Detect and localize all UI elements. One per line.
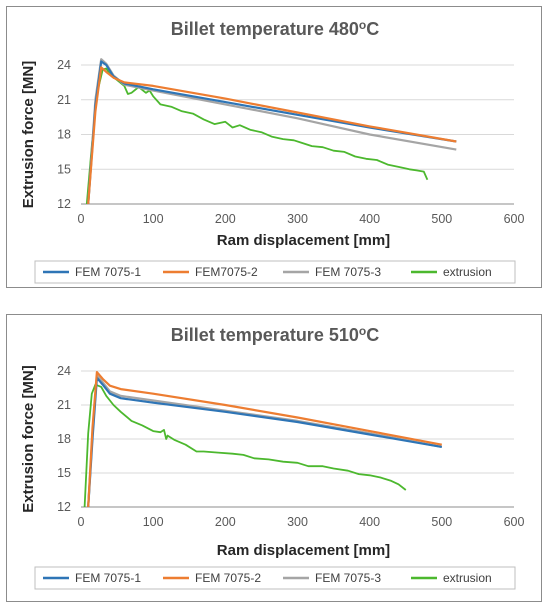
x-tick-label: 600 (504, 212, 525, 226)
chart-510: Billet temperature 510oC 12 15 18 21 24 0 100 20… (20, 324, 525, 590)
legend-label-fem1: FEM 7075-1 (75, 571, 141, 585)
x-tick-label: 300 (287, 212, 308, 226)
series-line-fem3 (87, 374, 443, 507)
legend-label-fem2: FEM7075-2 (195, 265, 258, 279)
x-tick-label: 0 (78, 515, 85, 529)
x-tick-label: 100 (143, 212, 164, 226)
series-line-fem2 (87, 66, 457, 204)
legend-label-fem1: FEM 7075-1 (75, 265, 141, 279)
series-line-extrusion (83, 383, 407, 507)
legend-box (34, 260, 516, 284)
series-line-fem2 (87, 370, 443, 507)
y-tick-label: 12 (57, 500, 71, 514)
legend-label-fem3: FEM 7075-3 (315, 265, 381, 279)
chart-title: Billet temperature 480oC (171, 18, 379, 39)
y-tick-label: 12 (57, 197, 71, 211)
x-axis-label: Ram displacement [mm] (217, 232, 390, 249)
chart-title: Billet temperature 510oC (171, 324, 379, 345)
x-tick-label: 300 (287, 515, 308, 529)
y-axis-label: Extrusion force [MN] (20, 365, 37, 513)
y-tick-label: 21 (57, 93, 71, 107)
y-tick-label: 18 (57, 128, 71, 142)
x-axis-label: Ram displacement [mm] (217, 542, 390, 559)
x-tick-label: 200 (215, 515, 236, 529)
legend-label-fem3: FEM 7075-3 (315, 571, 381, 585)
x-tick-label: 500 (431, 212, 452, 226)
legend-label-extrusion: extrusion (443, 571, 492, 585)
x-tick-label: 500 (431, 515, 452, 529)
y-tick-label: 24 (57, 364, 71, 378)
x-tick-label: 400 (359, 515, 380, 529)
y-tick-label: 18 (57, 432, 71, 446)
y-axis-label: Extrusion force [MN] (20, 61, 37, 209)
chart-panel-510: Billet temperature 510oC 12 15 18 21 24 0 100 20… (6, 314, 542, 602)
x-tick-label: 600 (504, 515, 525, 529)
x-tick-label: 200 (215, 212, 236, 226)
y-tick-label: 15 (57, 466, 71, 480)
chart-480: Billet temperature 480oC 12 15 18 21 24 0 100 20… (20, 18, 525, 284)
series-line-fem1 (87, 376, 442, 507)
legend-label-extrusion: extrusion (443, 265, 492, 279)
y-tick-label: 21 (57, 398, 71, 412)
legend-label-fem2: FEM 7075-2 (195, 571, 261, 585)
y-tick-label: 24 (57, 58, 71, 72)
x-tick-label: 400 (359, 212, 380, 226)
x-tick-label: 100 (143, 515, 164, 529)
chart-panel-480: Billet temperature 480oC 12 15 18 21 24 0 100 20… (6, 6, 542, 288)
legend-box (34, 566, 516, 590)
x-tick-label: 0 (78, 212, 85, 226)
y-tick-label: 15 (57, 162, 71, 176)
